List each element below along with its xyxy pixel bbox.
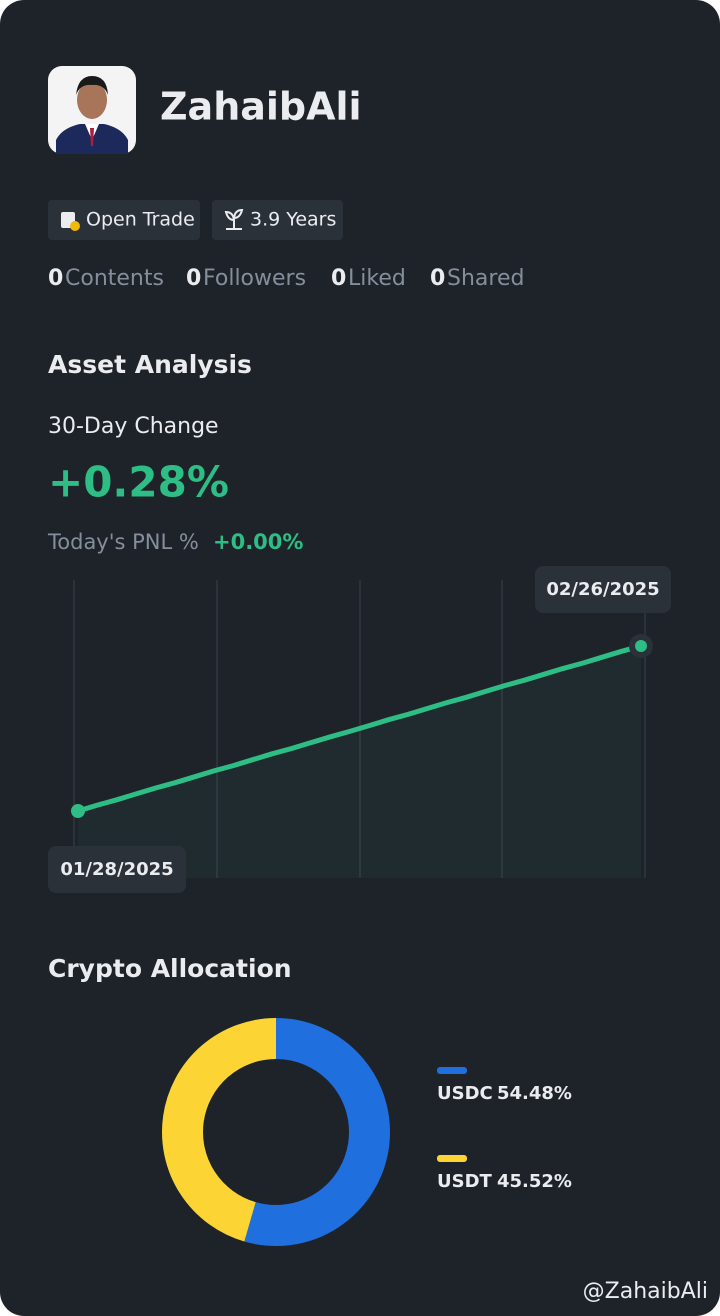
legend-swatch — [437, 1067, 467, 1074]
stat-label: Liked — [348, 266, 406, 291]
change-value: +0.28% — [48, 458, 229, 507]
stat-label: Contents — [65, 266, 164, 291]
stat-count: 0 — [430, 266, 445, 291]
section-title: Crypto Allocation — [48, 954, 292, 983]
stat-count: 0 — [48, 266, 63, 291]
badge-icon — [70, 221, 80, 231]
badge-label: 3.9 Years — [250, 209, 336, 231]
stat-count: 0 — [331, 266, 346, 291]
pnl-value: +0.00% — [213, 530, 303, 554]
stat-label: Shared — [447, 266, 524, 291]
watermark: @ZahaibAli — [583, 1279, 708, 1304]
avatar[interactable] — [48, 66, 136, 154]
stat-count: 0 — [186, 266, 201, 291]
badge-icon — [224, 208, 244, 230]
line-series — [75, 643, 644, 814]
line-chart — [71, 634, 653, 878]
end-date: 02/26/2025 — [546, 579, 659, 600]
donut-chart: USDC 54.48% USDT 45.52% — [162, 1018, 572, 1246]
donut-segment — [162, 1018, 277, 1242]
date-tooltip — [535, 566, 671, 613]
badge — [48, 200, 200, 240]
profile-name: ZahaibAli — [160, 85, 362, 129]
date-tooltip — [48, 846, 186, 893]
change-label: 30-Day Change — [48, 414, 219, 439]
legend-label: USDT — [437, 1171, 493, 1192]
pnl-label: Today's PNL % — [47, 530, 199, 554]
start-date: 01/28/2025 — [60, 859, 173, 880]
legend-label: USDC — [437, 1083, 493, 1104]
badge — [212, 200, 343, 240]
legend-value: 54.48% — [497, 1083, 572, 1104]
line-area — [78, 646, 641, 878]
legend-swatch — [437, 1155, 467, 1162]
legend-value: 45.52% — [497, 1171, 572, 1192]
start-point — [71, 804, 85, 818]
section-title: Asset Analysis — [48, 350, 252, 379]
badge-label: Open Trade — [86, 209, 195, 231]
stat-label: Followers — [203, 266, 306, 291]
donut-segment — [244, 1018, 390, 1246]
end-point — [635, 640, 647, 652]
